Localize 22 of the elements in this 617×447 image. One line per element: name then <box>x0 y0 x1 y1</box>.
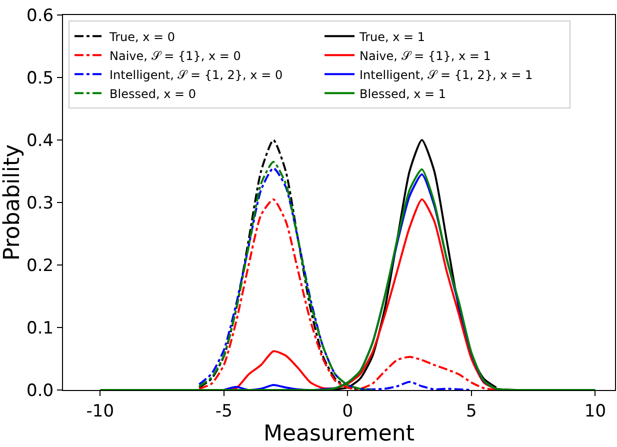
x-axis-title: Measurement <box>263 421 415 446</box>
x-tick-label: 10 <box>584 401 606 422</box>
y-tick-label: 0.5 <box>26 68 54 88</box>
x-tick-label: -5 <box>215 401 232 422</box>
y-tick-label: 0.2 <box>26 256 54 276</box>
y-tick-label: 0.1 <box>26 318 54 338</box>
y-axis-title: Probability <box>0 144 25 261</box>
y-tick-label: 0.3 <box>26 193 54 214</box>
legend-label: Blessed, x = 0 <box>110 86 196 101</box>
x-tick-label: 0 <box>342 401 354 422</box>
x-tick-label: -10 <box>86 401 114 422</box>
legend-label: True, x = 0 <box>108 30 176 44</box>
x-tick-label: 5 <box>466 401 477 422</box>
legend-label: Blessed, x = 1 <box>360 86 446 101</box>
legend-label: Intelligent, 𝒮 = {1, 2}, x = 1 <box>360 68 533 82</box>
legend-label: Naive, 𝒮 = {1}, x = 0 <box>110 48 241 63</box>
y-tick-label: 0.4 <box>26 130 54 151</box>
legend-label: Naive, 𝒮 = {1}, x = 1 <box>360 48 491 63</box>
y-tick-label: 0.0 <box>26 380 54 401</box>
y-tick-label: 0.6 <box>26 6 54 26</box>
legend-label: True, x = 1 <box>358 30 426 44</box>
legend-label: Intelligent, 𝒮 = {1, 2}, x = 0 <box>110 68 283 82</box>
